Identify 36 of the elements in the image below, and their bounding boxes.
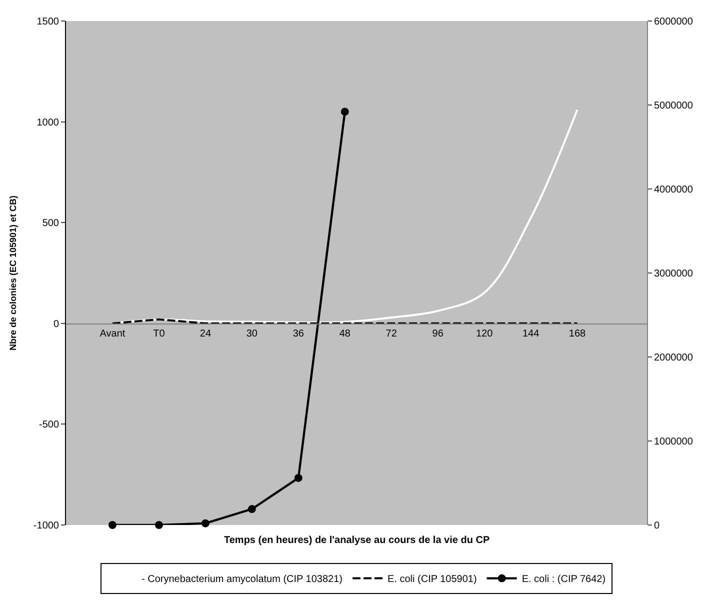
line-series	[111, 108, 578, 324]
x-tick-label: Avant	[100, 328, 126, 340]
y-tick-label: 500	[42, 218, 60, 230]
text: - Corynebacterium amycolatum (CIP 103821)	[142, 574, 343, 586]
x-tick-label: 72	[386, 328, 398, 340]
x-tick-label: 30	[246, 328, 258, 340]
y2-tick-label: 0	[654, 520, 660, 532]
point	[108, 521, 116, 529]
x-tick-label: 48	[339, 328, 351, 340]
x-tick-label: 120	[476, 328, 494, 340]
y2-tick-label: 4000000	[654, 184, 694, 196]
x-tick-label: 36	[292, 328, 304, 340]
y-tick-label: 0	[53, 318, 60, 330]
y2-tick-label: 1000000	[654, 436, 694, 448]
x-tick-label: T0	[153, 328, 166, 340]
x-axis-title: Temps (en heures) de l'analyse au cours de la vie du CP	[224, 535, 490, 546]
y-tick-label: -500	[38, 420, 60, 431]
point	[340, 108, 349, 116]
x-tick-label: 24	[200, 328, 212, 340]
point	[248, 505, 256, 514]
y2-tick-label: 3000000	[654, 268, 694, 280]
y2-tick-label: 6000000	[654, 16, 694, 28]
y-tick-label: 1500	[36, 16, 60, 28]
x-tick-label: 168	[568, 328, 586, 340]
point	[154, 521, 163, 529]
y-axis-title: Nbre de colonies (EC 105901) et CB)	[8, 195, 18, 351]
y-tick-label: -1000	[33, 520, 60, 532]
y-tick-label: 1000	[36, 117, 60, 128]
legend-label: E. coli (CIP 105901)	[388, 574, 477, 586]
point	[201, 519, 210, 528]
x-tick-label: 144	[522, 328, 540, 340]
x-tick-label: 96	[432, 328, 444, 340]
point	[294, 474, 302, 482]
y2-tick-label: 2000000	[654, 352, 694, 364]
y2-tick-label: 5000000	[654, 100, 694, 112]
legend-label: E. coli : (CIP 7642)	[522, 574, 606, 586]
